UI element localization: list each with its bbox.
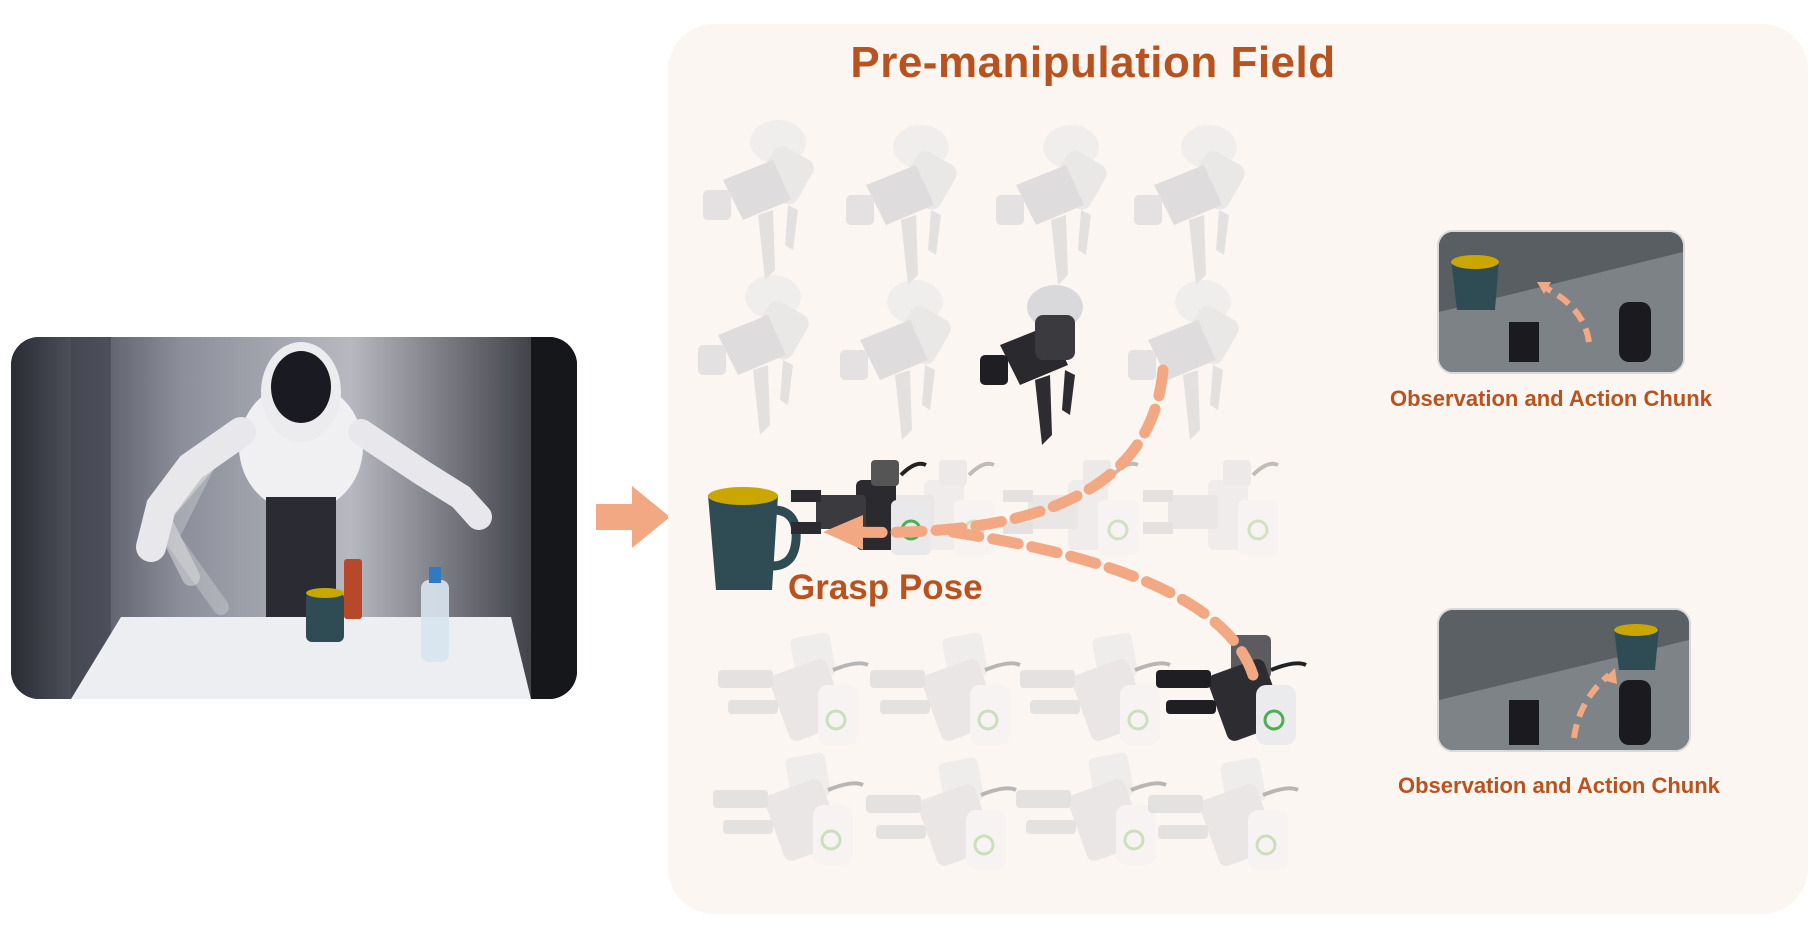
gripper-pose-r5c2 bbox=[864, 754, 1018, 872]
humanoid-robot-icon bbox=[11, 337, 577, 699]
gripper-pose-r2c1 bbox=[698, 275, 813, 435]
gripper-pose-r1c3 bbox=[996, 125, 1111, 285]
observation-thumbnail-bottom bbox=[1437, 608, 1691, 752]
gripper-pose-r3c4 bbox=[1141, 458, 1280, 557]
gripper-field bbox=[698, 120, 1307, 872]
trajectory-top bbox=[847, 364, 1169, 538]
gripper-pose-r3c3 bbox=[1001, 458, 1140, 557]
gripper-pose-r4c2 bbox=[868, 629, 1022, 747]
panel-title: Pre-manipulation Field bbox=[850, 38, 1336, 87]
gripper-pose-r5c4 bbox=[1146, 754, 1300, 872]
observation-thumbnail-top bbox=[1437, 230, 1685, 374]
gripper-pose-r4c3 bbox=[1018, 629, 1172, 747]
grasp-pose-label: Grasp Pose bbox=[788, 568, 983, 607]
gripper-pose-r1c2 bbox=[846, 125, 961, 285]
gripper-pose-active-bottom bbox=[1156, 635, 1307, 745]
cup-icon bbox=[708, 487, 801, 590]
trajectory-arrowhead bbox=[823, 515, 863, 550]
gripper-pose-r5c1 bbox=[711, 749, 865, 867]
observation-label-bottom: Observation and Action Chunk bbox=[1398, 773, 1720, 798]
observation-label-top: Observation and Action Chunk bbox=[1390, 386, 1712, 411]
gripper-pose-r5c3 bbox=[1014, 749, 1168, 867]
right-arrow-icon bbox=[596, 486, 670, 548]
gripper-pose-r4c1 bbox=[716, 629, 870, 747]
gripper-pose-r1c4 bbox=[1134, 125, 1249, 285]
gripper-pose-r1c1 bbox=[703, 120, 818, 280]
gripper-pose-r2c2 bbox=[840, 280, 955, 440]
gripper-pose-r2c4 bbox=[1128, 280, 1243, 440]
trajectory-bottom bbox=[932, 524, 1259, 681]
gripper-pose-active-top bbox=[980, 285, 1083, 445]
robot-photo bbox=[11, 337, 577, 699]
